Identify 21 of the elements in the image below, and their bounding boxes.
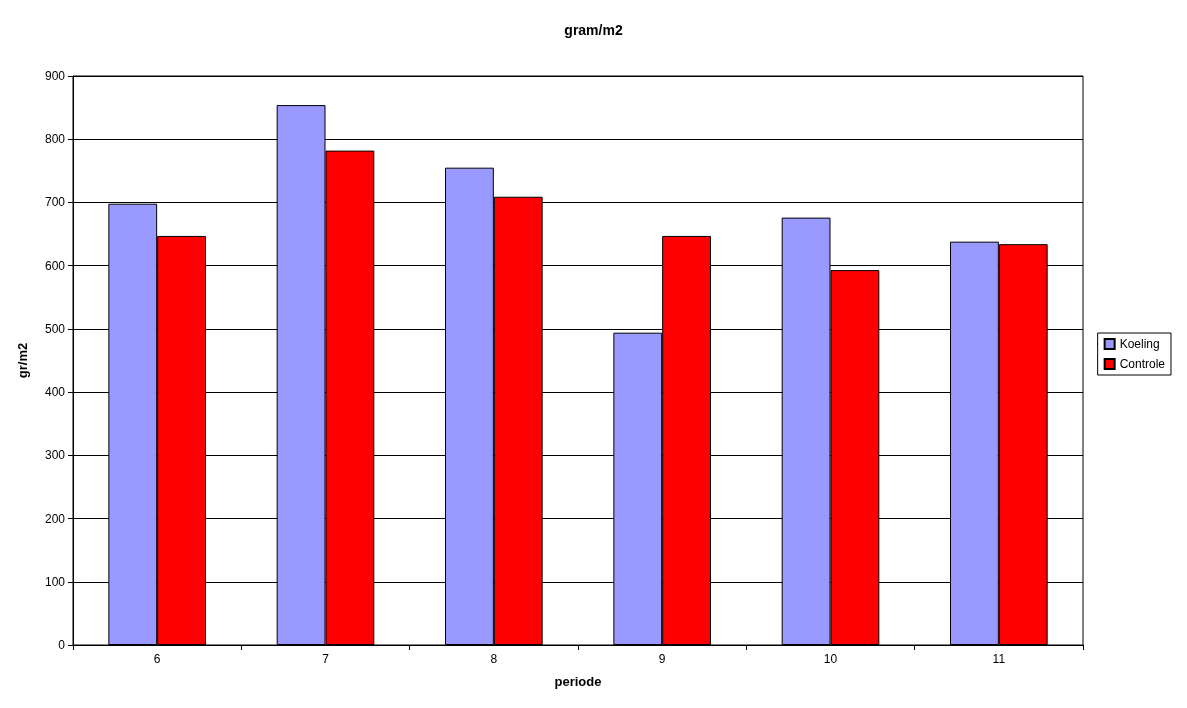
y-tick-label: 500 [44,321,66,336]
y-tick-label: 200 [44,511,66,526]
y-tick-label: 600 [44,258,66,273]
x-tick-label: 7 [322,652,330,666]
y-tick-label: 100 [44,574,66,589]
y-tick-label: 900 [44,69,66,83]
y-tick-label: 800 [44,132,66,147]
legend-label: Controle [1119,357,1166,371]
x-tick-label: 9 [658,652,666,666]
x-tick-label: 8 [490,652,498,666]
x-tick-label: 10 [823,652,838,666]
legend-label: Koeling [1119,337,1160,351]
x-axis-title: periode [554,674,602,689]
y-tick-label: 300 [44,448,66,463]
y-tick-label: 700 [44,195,66,210]
x-tick-label: 6 [153,652,161,666]
y-tick-label: 400 [44,385,66,400]
chart-title: gram/m2 [564,22,623,38]
y-tick-label: 0 [58,638,66,652]
x-tick-label: 11 [992,652,1006,666]
y-axis-title: gr/m2 [15,342,30,379]
